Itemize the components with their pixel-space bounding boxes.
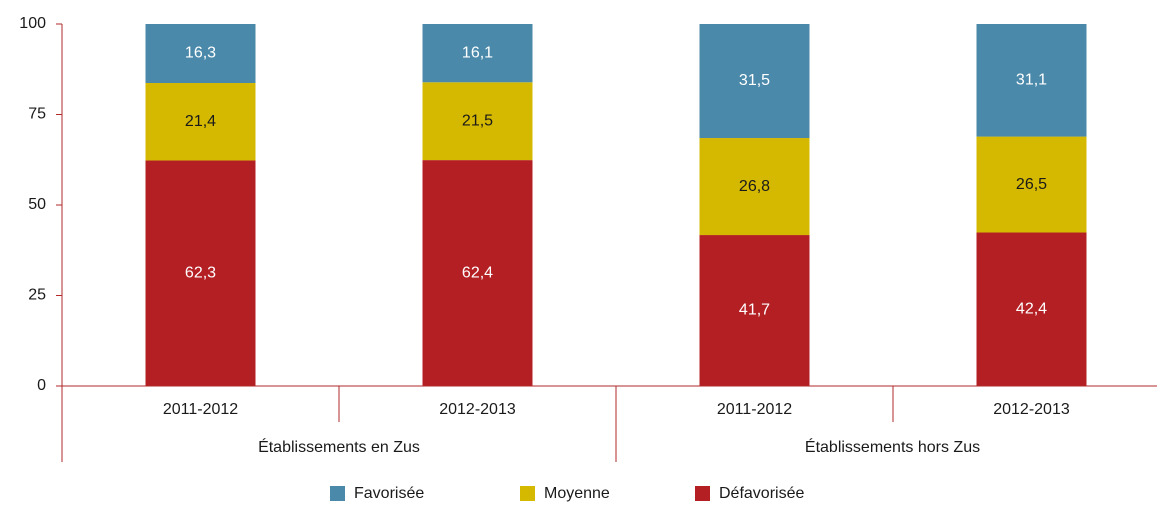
bar-segment: [699, 138, 810, 236]
value-label: 21,4: [185, 113, 216, 130]
value-label: 16,3: [185, 45, 216, 62]
legend-swatch: [695, 486, 710, 501]
x-tick-label: 2011-2012: [163, 401, 238, 418]
value-label: 31,1: [1016, 72, 1047, 89]
y-tick-label: 0: [37, 377, 46, 394]
bar-segment: [976, 136, 1087, 233]
value-label: 62,3: [185, 264, 216, 281]
bar-segment: [422, 82, 533, 161]
legend-label: Défavorisée: [719, 485, 804, 502]
bar-segment: [422, 160, 533, 386]
value-label: 21,5: [462, 112, 493, 129]
bar-segment: [976, 232, 1087, 386]
y-tick-label: 50: [28, 196, 46, 213]
value-label: 16,1: [462, 44, 493, 61]
x-tick-label: 2012-2013: [993, 401, 1070, 418]
group-label: Établissements en Zus: [258, 437, 420, 456]
bar-segment: [145, 24, 256, 84]
y-tick-label: 100: [19, 15, 46, 32]
legend-swatch: [330, 486, 345, 501]
bar-segment: [699, 24, 810, 139]
legend-label: Moyenne: [544, 485, 610, 502]
bar-segment: [976, 24, 1087, 137]
value-label: 26,8: [739, 178, 770, 195]
bar-segment: [699, 235, 810, 386]
value-label: 41,7: [739, 302, 770, 319]
bar-segment: [145, 160, 256, 386]
y-tick-label: 75: [28, 106, 46, 123]
value-label: 42,4: [1016, 300, 1047, 317]
value-label: 26,5: [1016, 176, 1047, 193]
x-tick-label: 2011-2012: [717, 401, 792, 418]
bar-segment: [422, 24, 533, 83]
x-tick-label: 2012-2013: [439, 401, 516, 418]
legend-swatch: [520, 486, 535, 501]
bar-segment: [145, 83, 256, 161]
value-label: 31,5: [739, 72, 770, 89]
y-tick-label: 25: [28, 287, 46, 304]
legend-label: Favorisée: [354, 485, 424, 502]
value-label: 62,4: [462, 264, 493, 281]
group-label: Établissements hors Zus: [805, 437, 980, 456]
